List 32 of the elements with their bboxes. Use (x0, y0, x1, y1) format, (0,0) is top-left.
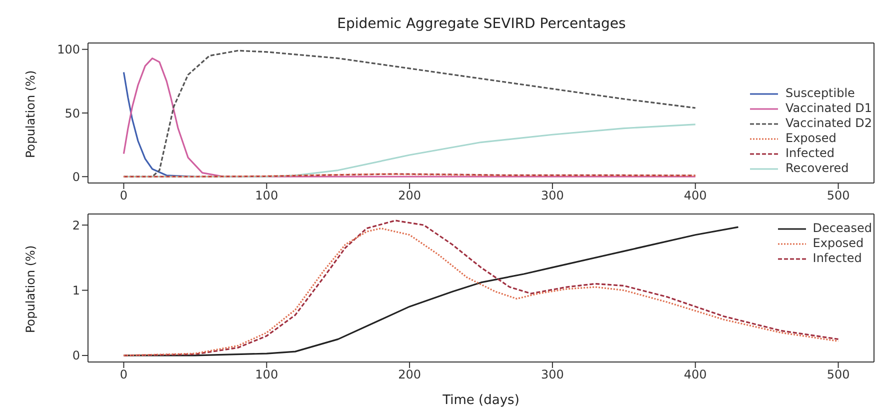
y-tick-label: 50 (64, 106, 80, 120)
x-tick-label: 0 (120, 368, 128, 382)
x-tick-label: 300 (541, 188, 564, 203)
x-tick-label: 200 (398, 188, 421, 203)
legend-label: Infected (812, 251, 862, 266)
y-tick-label: 0 (72, 348, 80, 363)
legend-label: Vaccinated D2 (785, 116, 872, 131)
chart-title: Epidemic Aggregate SEVIRD Percentages (336, 16, 627, 32)
legend-label: Recovered (785, 161, 849, 176)
x-tick-label: 100 (255, 188, 278, 203)
y-tick-label: 1 (72, 284, 80, 298)
x-tick-label: 0 (120, 188, 128, 203)
y-tick-label: 0 (72, 170, 80, 184)
x-tick-label: 500 (826, 368, 850, 382)
legend-label: Deceased (812, 221, 872, 236)
x-tick-label: 100 (255, 368, 278, 382)
x-tick-label: 400 (684, 188, 707, 203)
x-tick-label: 500 (826, 188, 850, 203)
x-tick-label: 400 (684, 368, 707, 382)
legend-label: Infected (785, 146, 835, 161)
x-axis-title: Time (days) (442, 393, 520, 408)
y-axis-title: Population (%) (23, 70, 38, 158)
legend-label: Susceptible (785, 86, 855, 101)
y-axis-title: Population (%) (23, 245, 38, 333)
x-tick-label: 200 (398, 368, 421, 382)
legend-label: Vaccinated D1 (785, 101, 872, 116)
line-series (122, 71, 196, 178)
legend-label: Exposed (785, 131, 836, 146)
legend-label: Exposed (812, 236, 864, 251)
y-tick-label: 100 (57, 42, 80, 57)
y-tick-label: 2 (72, 218, 80, 232)
x-tick-label: 300 (541, 368, 564, 382)
